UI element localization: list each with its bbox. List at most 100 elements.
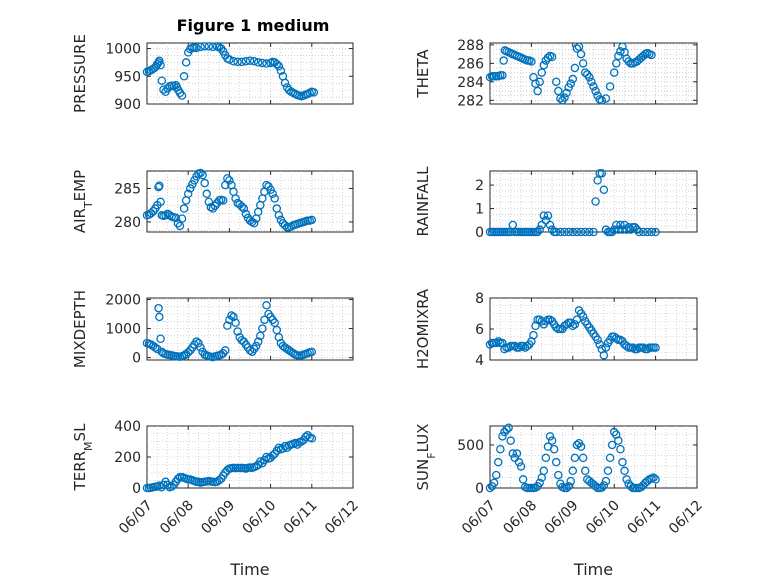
x-tick-label: 06/10 (583, 498, 623, 538)
data-point (276, 66, 286, 75)
data-point (531, 79, 540, 88)
data-point (274, 443, 284, 452)
data-point (643, 344, 652, 354)
data-point (175, 221, 185, 231)
data-point (229, 57, 238, 66)
data-point (208, 42, 218, 52)
data-point (262, 301, 271, 310)
x-tick-label: 06/12 (322, 498, 362, 538)
x-axis-label-terr-msl: Time (229, 560, 269, 579)
data-point (599, 351, 609, 360)
data-point (498, 432, 507, 441)
data-point (628, 343, 638, 352)
data-point (587, 77, 596, 87)
data-point (620, 220, 629, 230)
data-point (262, 452, 271, 462)
data-point (274, 62, 284, 71)
data-point (638, 227, 648, 237)
data-point (156, 197, 165, 207)
data-point (163, 480, 172, 490)
data-point (578, 59, 588, 68)
data-point (545, 315, 555, 324)
data-point (167, 482, 176, 491)
data-point (603, 466, 613, 476)
data-point (554, 470, 563, 480)
y-tick-label: 0 (475, 225, 484, 241)
data-point (570, 320, 580, 329)
data-point (301, 432, 310, 442)
data-point (609, 68, 619, 77)
panel-h2omixra: 4 6 8 H2OMIXRA (414, 288, 698, 369)
data-point (589, 227, 598, 237)
data-point (196, 168, 205, 178)
data-point (223, 174, 232, 183)
data-point (196, 343, 205, 352)
data-point (241, 209, 251, 219)
data-point (601, 343, 611, 352)
data-point (566, 79, 575, 88)
y-axis-label-air-temp: AIRTEMP (71, 170, 95, 233)
data-point (274, 210, 284, 220)
y-tick-label: 0 (132, 481, 141, 497)
data-point (171, 213, 181, 223)
data-point (186, 184, 195, 193)
data-point (227, 311, 236, 320)
data-point (547, 225, 557, 234)
data-point (651, 343, 660, 352)
data-point (262, 180, 271, 190)
data-point (179, 72, 189, 81)
data-point (266, 185, 275, 195)
data-point (491, 338, 501, 348)
data-point (624, 223, 633, 232)
y-tick-label: 285 (114, 181, 141, 197)
data-point (616, 444, 625, 454)
data-point (280, 221, 290, 230)
data-point (562, 320, 571, 329)
data-point (155, 312, 164, 322)
data-point (297, 437, 306, 446)
data-point (616, 47, 625, 56)
y-tick-label: 2000 (105, 292, 141, 308)
data-point (599, 185, 609, 195)
data-point (504, 343, 513, 352)
data-point (541, 453, 551, 463)
data-point (173, 474, 183, 483)
panel-air-temp: 280 285 AIRTEMP (71, 168, 354, 233)
data-point (560, 93, 569, 102)
data-point (231, 318, 240, 327)
data-point (146, 208, 156, 218)
data-point (578, 312, 588, 321)
panel-pressure: 900 950 1000 PRESSURE (71, 34, 354, 113)
data-point (622, 475, 631, 484)
y-tick-label: 200 (114, 450, 141, 466)
data-point (533, 86, 542, 96)
data-point (580, 68, 590, 77)
data-point (307, 434, 317, 443)
data-point (177, 214, 187, 223)
data-point (245, 346, 255, 355)
data-point (566, 476, 575, 486)
data-point (551, 227, 561, 237)
data-point (268, 189, 277, 199)
data-point (156, 334, 165, 344)
x-tick-label: 06/08 (157, 498, 197, 538)
panel-theta: 282 284 286 288 THETA (414, 38, 698, 109)
data-point (527, 57, 536, 66)
data-point (249, 57, 259, 66)
data-point (274, 333, 284, 342)
x-tick-label: 06/07 (459, 498, 499, 538)
data-point (591, 197, 600, 206)
data-point (531, 483, 540, 492)
data-point (223, 321, 232, 330)
y-tick-label: 950 (114, 69, 141, 85)
y-tick-label: 4 (475, 353, 484, 369)
y-axis-label-sun-flux: SUNFLUX (414, 424, 438, 491)
data-point (183, 189, 193, 199)
data-point (562, 483, 571, 493)
x-tick-label: 06/12 (666, 498, 706, 538)
panel-sun-flux: 0 500 SUNFLUX 06/07 06/08 06/09 06/10 06/11 06/1… (414, 423, 706, 579)
data-point (564, 482, 573, 491)
data-point (225, 55, 234, 64)
y-tick-label: 6 (475, 322, 484, 338)
data-point (161, 210, 170, 220)
